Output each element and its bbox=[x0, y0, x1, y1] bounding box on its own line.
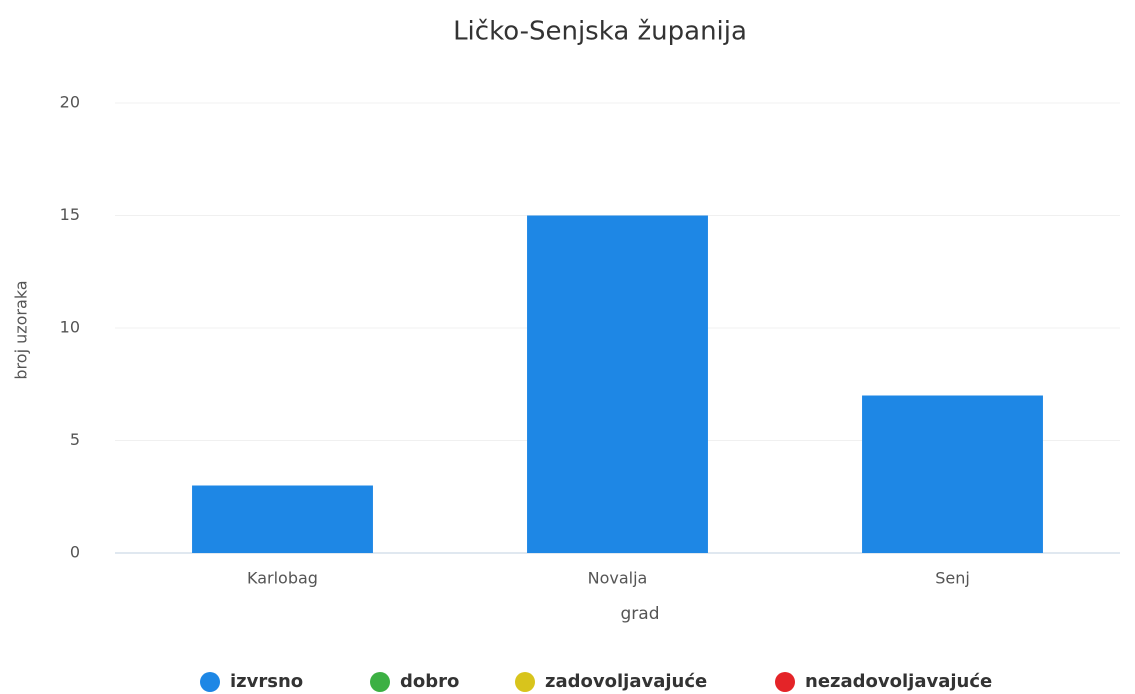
legend-label: dobro bbox=[400, 671, 459, 692]
x-axis-label: grad bbox=[621, 604, 660, 624]
legend-swatch bbox=[370, 672, 390, 692]
y-tick-label: 5 bbox=[70, 430, 80, 449]
x-tick-label: Senj bbox=[935, 569, 970, 588]
y-axis-label: broj uzoraka bbox=[12, 280, 31, 379]
legend-label: zadovoljavajuće bbox=[545, 671, 707, 692]
bar bbox=[192, 485, 373, 553]
x-tick-label: Karlobag bbox=[247, 569, 318, 588]
y-tick-label: 15 bbox=[60, 205, 80, 224]
bar bbox=[862, 395, 1043, 553]
legend-swatch bbox=[200, 672, 220, 692]
legend-swatch bbox=[775, 672, 795, 692]
x-tick-label: Novalja bbox=[588, 569, 648, 588]
y-tick-label: 0 bbox=[70, 543, 80, 562]
y-tick-label: 10 bbox=[60, 318, 80, 337]
bar bbox=[527, 215, 708, 553]
y-tick-label: 20 bbox=[60, 93, 80, 112]
legend-label: nezadovoljavajuće bbox=[805, 671, 992, 692]
chart-title: Ličko-Senjska županija bbox=[453, 17, 747, 47]
legend-label: izvrsno bbox=[230, 671, 303, 692]
legend-swatch bbox=[515, 672, 535, 692]
